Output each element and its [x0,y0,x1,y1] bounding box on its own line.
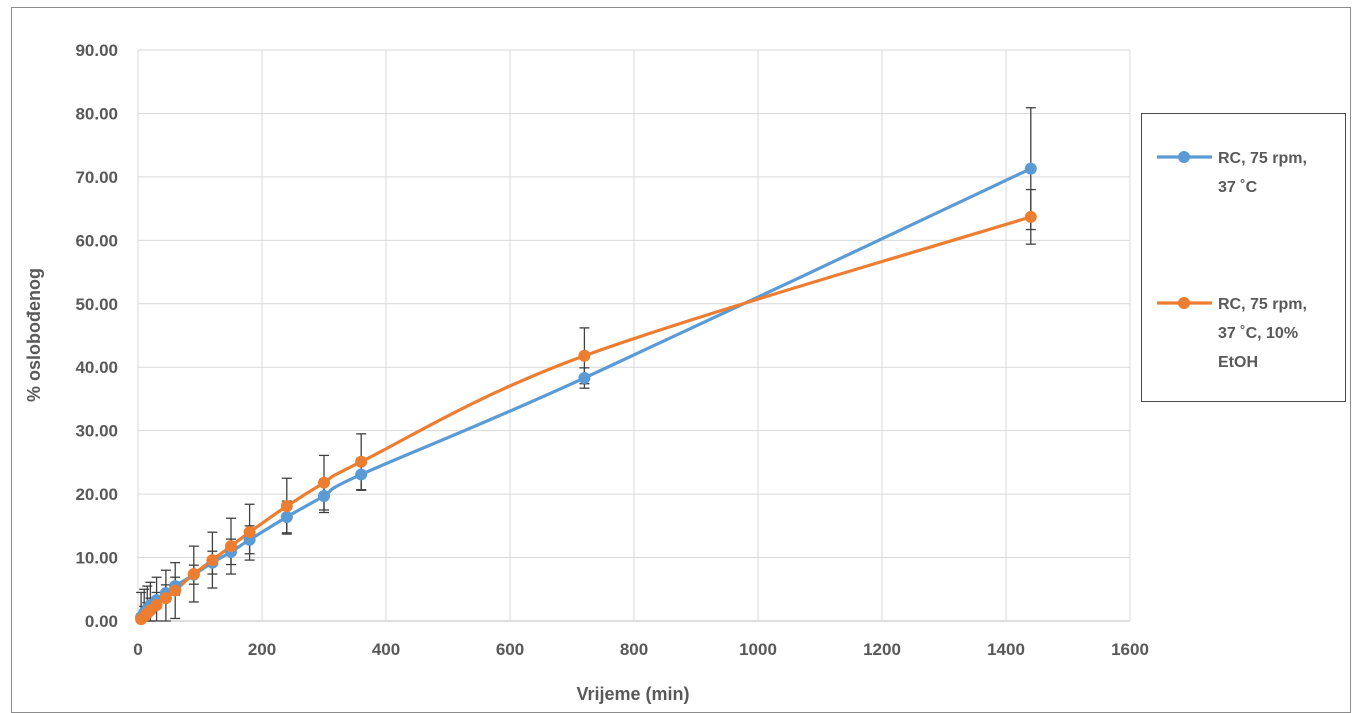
legend-entries: RC, 75 rpm, 37 ˚C RC, 75 rpm, 37 ˚C, 10% EtO… [1157,150,1307,371]
gridlines [137,49,1131,622]
x-tick-label: 1400 [987,640,1025,659]
y-tick-label: 60.00 [75,231,118,250]
y-tick-label: 0.00 [85,612,118,631]
y-tick-label: 50.00 [75,295,118,314]
data-point [159,592,172,605]
error-bars [136,107,1036,622]
data-points [135,162,1037,626]
data-point [578,349,591,362]
y-tick-label: 20.00 [75,485,118,504]
y-tick-label: 90.00 [75,41,118,60]
y-tick-label: 30.00 [75,422,118,441]
data-point [355,455,368,468]
data-point [1024,162,1037,175]
y-tick-label: 70.00 [75,168,118,187]
legend-label: 37 ˚C [1218,179,1258,196]
data-point [355,468,368,481]
series-line [140,215,1032,621]
series-lines [139,167,1032,621]
x-tick-labels: 0 200 400 600 800 1000 1200 1400 1600 [133,640,1149,659]
data-point [280,510,293,523]
y-tick-label: 40.00 [75,358,118,377]
data-point [578,372,591,385]
x-axis-label: Vrijeme (min) [576,684,689,704]
data-point [150,599,163,612]
y-tick-labels: 0.00 10.00 20.00 30.00 40.00 50.00 60.00 70.00 8… [75,41,118,631]
data-point [187,568,200,581]
legend-marker [1178,151,1190,163]
data-point [318,476,330,489]
data-point [206,554,219,567]
legend-label: RC, 75 rpm, [1218,296,1307,313]
data-point [243,526,256,539]
series-line [139,167,1032,619]
data-point [318,490,330,503]
x-tick-label: 0 [133,640,142,659]
chart-frame [11,7,1351,713]
x-tick-label: 200 [248,640,276,659]
y-tick-label: 80.00 [75,104,118,123]
x-tick-label: 1600 [1111,640,1149,659]
x-tick-label: 1200 [863,640,901,659]
legend: RC, 75 rpm, 37 ˚C RC, 75 rpm, 37 ˚C, 10% EtO… [1141,113,1346,402]
y-tick-label: 10.00 [75,549,118,568]
y-axis-label: % oslobođenog [24,268,44,402]
x-tick-label: 800 [620,640,648,659]
data-point [280,500,293,513]
x-tick-label: 1000 [739,640,777,659]
legend-label: 37 ˚C, 10% [1218,325,1298,342]
legend-marker [1178,297,1190,309]
legend-label: EtOH [1218,354,1258,371]
data-point [225,540,237,553]
data-point [1024,210,1037,223]
x-tick-label: 600 [496,640,524,659]
x-tick-label: 400 [372,640,400,659]
data-point [169,584,182,597]
legend-label: RC, 75 rpm, [1218,150,1307,167]
